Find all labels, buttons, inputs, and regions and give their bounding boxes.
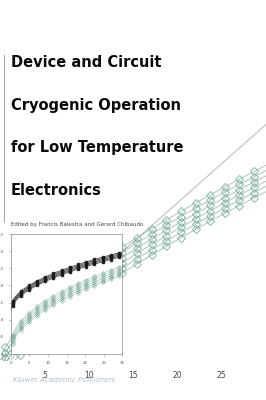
Text: 15: 15	[128, 371, 138, 380]
Text: Edited by Francis Balestra and Gerard Chibaudo: Edited by Francis Balestra and Gerard Ch…	[11, 222, 143, 227]
Text: for Low Temperature: for Low Temperature	[11, 140, 183, 155]
Text: Cryogenic Operation: Cryogenic Operation	[11, 98, 181, 113]
Text: Electronics: Electronics	[11, 182, 102, 198]
Text: 25: 25	[217, 371, 226, 380]
Text: 5: 5	[42, 371, 47, 380]
Text: 10: 10	[84, 371, 93, 380]
Text: Kluwer Academic Publishers: Kluwer Academic Publishers	[13, 377, 115, 383]
Text: 20: 20	[173, 371, 182, 380]
Text: Device and Circuit: Device and Circuit	[11, 56, 161, 70]
